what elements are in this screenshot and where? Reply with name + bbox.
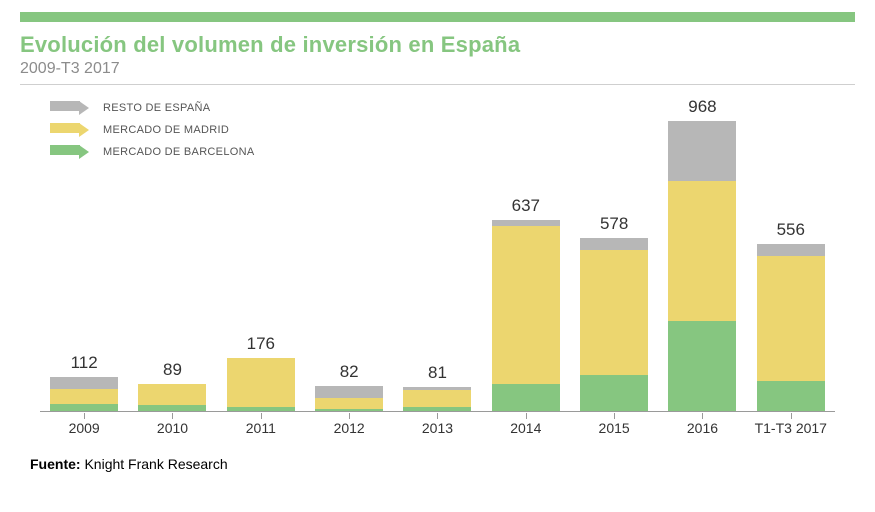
x-tick: 2010	[128, 414, 216, 436]
stacked-bar	[227, 358, 295, 411]
x-tick-label: 2009	[40, 420, 128, 436]
bar-slot: 82	[305, 107, 393, 411]
bar-slot: 556	[747, 107, 835, 411]
stacked-bar	[757, 244, 825, 411]
x-tick: T1-T3 2017	[747, 414, 835, 436]
bar-segment-barcelona	[227, 407, 295, 411]
x-tick-mark	[791, 413, 792, 419]
stacked-bar	[580, 238, 648, 411]
bar-slot: 89	[128, 107, 216, 411]
bar-slot: 968	[658, 107, 746, 411]
x-axis: 20092010201120122013201420152016T1-T3 20…	[40, 414, 835, 436]
title-divider	[20, 84, 855, 85]
bars-container: 112891768281 637578968556	[40, 107, 835, 411]
bar-segment-madrid	[668, 181, 736, 321]
x-tick-label: T1-T3 2017	[747, 420, 835, 436]
x-tick-label: 2011	[217, 420, 305, 436]
bar-slot: 637	[482, 107, 570, 411]
chart-title: Evolución del volumen de inversión en Es…	[20, 32, 855, 58]
x-tick: 2016	[658, 414, 746, 436]
x-tick-mark	[261, 413, 262, 419]
chart-area: 112891768281637578968556 200920102011201…	[40, 107, 835, 436]
bar-segment-barcelona	[580, 375, 648, 411]
bar-segment-barcelona	[492, 384, 560, 411]
bar-segment-barcelona	[757, 381, 825, 411]
x-tick: 2009	[40, 414, 128, 436]
bar-segment-resto	[757, 244, 825, 256]
bar-segment-madrid	[315, 398, 383, 408]
bar-segment-madrid	[138, 384, 206, 405]
x-tick-label: 2014	[482, 420, 570, 436]
bar-slot: 112	[40, 107, 128, 411]
bar-total-label: 176	[217, 334, 305, 354]
x-tick-mark	[437, 413, 438, 419]
x-tick: 2011	[217, 414, 305, 436]
bar-segment-madrid	[403, 390, 471, 407]
x-tick-mark	[702, 413, 703, 419]
bar-segment-madrid	[757, 256, 825, 381]
bar-segment-resto	[315, 386, 383, 398]
source-value: Knight Frank Research	[84, 456, 227, 472]
bar-total-label: 637	[482, 196, 570, 216]
stacked-bar	[50, 377, 118, 411]
bar-total-label: 556	[747, 220, 835, 240]
bar-total-label: 81	[393, 363, 481, 383]
stacked-bar	[668, 121, 736, 411]
bar-segment-madrid	[50, 389, 118, 404]
x-tick-mark	[172, 413, 173, 419]
page-root: Evolución del volumen de inversión en Es…	[0, 12, 875, 512]
x-tick: 2014	[482, 414, 570, 436]
bar-total-label: 82	[305, 362, 393, 382]
bar-segment-resto	[580, 238, 648, 250]
bar-segment-madrid	[492, 226, 560, 384]
x-tick-label: 2012	[305, 420, 393, 436]
bar-total-label: 968	[658, 97, 746, 117]
bar-slot: 81	[393, 107, 481, 411]
bar-total-label: 112	[40, 353, 128, 373]
bar-segment-barcelona	[315, 409, 383, 411]
x-tick-mark	[84, 413, 85, 419]
stacked-bar	[403, 387, 471, 411]
x-tick-label: 2016	[658, 420, 746, 436]
bar-segment-madrid	[580, 250, 648, 375]
x-tick-mark	[526, 413, 527, 419]
bar-slot: 578	[570, 107, 658, 411]
x-tick-label: 2015	[570, 420, 658, 436]
top-accent-bar	[20, 12, 855, 22]
x-tick-label: 2010	[128, 420, 216, 436]
chart-plot: 112891768281 637578968556	[40, 107, 835, 412]
chart-subtitle: 2009-T3 2017	[20, 60, 855, 78]
x-tick: 2012	[305, 414, 393, 436]
bar-segment-barcelona	[138, 405, 206, 411]
bar-segment-barcelona	[403, 407, 471, 411]
bar-slot: 176	[217, 107, 305, 411]
source-line: Fuente: Knight Frank Research	[30, 456, 855, 472]
stacked-bar	[138, 384, 206, 411]
bar-segment-barcelona	[668, 321, 736, 411]
x-tick-mark	[349, 413, 350, 419]
bar-segment-resto	[50, 377, 118, 389]
x-tick: 2015	[570, 414, 658, 436]
bar-segment-resto	[668, 121, 736, 181]
x-tick-label: 2013	[393, 420, 481, 436]
bar-segment-madrid	[227, 358, 295, 407]
x-tick-mark	[614, 413, 615, 419]
source-label: Fuente:	[30, 456, 81, 472]
bar-total-label: 578	[570, 214, 658, 234]
bar-segment-barcelona	[50, 404, 118, 411]
stacked-bar	[315, 386, 383, 411]
bar-total-label: 89	[128, 360, 216, 380]
stacked-bar	[492, 220, 560, 411]
x-tick: 2013	[393, 414, 481, 436]
